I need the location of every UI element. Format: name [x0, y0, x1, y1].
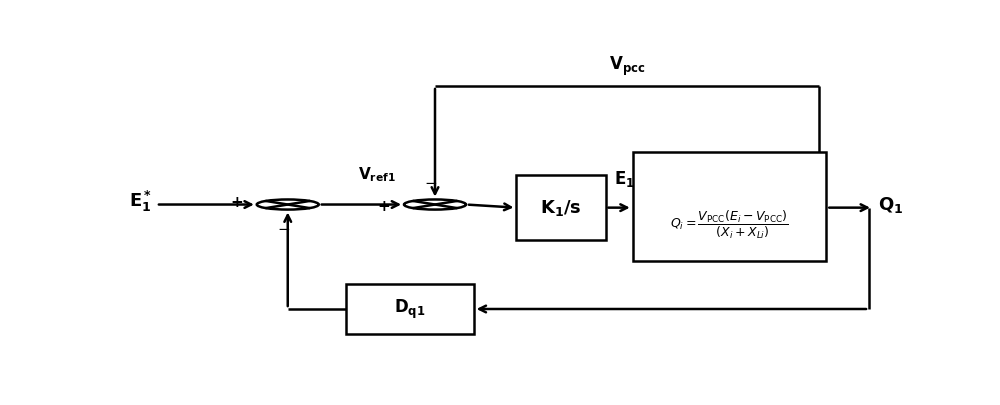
Text: $-$: $-$	[424, 175, 437, 190]
Text: $-$: $-$	[277, 220, 290, 234]
Text: $\mathbf{V_{ref1}}$: $\mathbf{V_{ref1}}$	[358, 166, 396, 184]
Text: +: +	[377, 199, 390, 214]
Text: $\mathbf{K_1/s}$: $\mathbf{K_1/s}$	[540, 198, 582, 217]
Text: $\mathbf{E_1}$: $\mathbf{E_1}$	[614, 169, 635, 189]
Text: $\mathbf{Q_1}$: $\mathbf{Q_1}$	[878, 194, 904, 215]
Text: $\mathbf{V_{pcc}}$: $\mathbf{V_{pcc}}$	[609, 55, 645, 78]
Bar	[516, 175, 606, 241]
Bar	[346, 284, 474, 334]
Text: +: +	[230, 195, 243, 210]
Text: $\mathbf{E^*_1}$: $\mathbf{E^*_1}$	[129, 189, 152, 214]
Text: $Q_i = \dfrac{V_{\mathrm{PCC}}(E_i - V_{\mathrm{PCC}})}{(X_i + X_{Li})}$: $Q_i = \dfrac{V_{\mathrm{PCC}}(E_i - V_{…	[670, 209, 789, 241]
Bar	[633, 151, 826, 261]
Text: $\mathbf{D_{q1}}$: $\mathbf{D_{q1}}$	[394, 297, 426, 321]
